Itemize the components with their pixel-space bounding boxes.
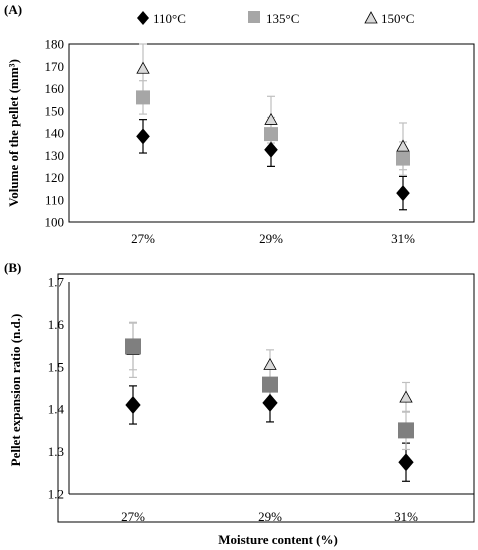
panel-b-label: (B) — [4, 260, 21, 275]
legend-item-135: 135°C — [248, 11, 299, 26]
point-110c-diamond — [125, 395, 141, 414]
x-tick-label: 31% — [391, 231, 415, 246]
y-tick-label: 160 — [45, 81, 65, 96]
y-tick-label: 1.4 — [48, 402, 65, 417]
y-tick-label: 1.2 — [48, 487, 64, 502]
y-tick-label: 1.6 — [48, 317, 65, 332]
panel-a-plot-frame — [68, 43, 475, 223]
y-tick-label: 1.7 — [48, 275, 65, 290]
point-135c-square — [125, 338, 141, 355]
x-tick-label: 29% — [258, 509, 282, 524]
point-135c-square — [264, 127, 278, 142]
x-tick-label: 29% — [259, 231, 283, 246]
y-tick-label: 120 — [45, 170, 65, 185]
x-tick-label: 27% — [131, 231, 155, 246]
legend-square-marker — [248, 11, 260, 23]
point-110c-diamond — [398, 453, 414, 472]
legend: 110°C 135°C 150°C — [137, 11, 414, 26]
y-tick-label: 130 — [45, 148, 65, 163]
y-tick-label: 1.3 — [48, 444, 64, 459]
point-110c-diamond — [396, 185, 410, 202]
legend-triangle-marker — [364, 11, 378, 24]
point-150c-triangle — [399, 390, 413, 403]
panel-b-y-axis-title: Pellet expansion ratio (n.d.) — [8, 314, 23, 467]
panel-b-x-ticks: 27% 29% 31% — [121, 509, 418, 524]
point-110c-diamond — [264, 141, 278, 158]
y-tick-label: 170 — [45, 59, 65, 74]
panel-a-y-ticks: 100 110 120 130 140 150 160 170 180 — [45, 37, 65, 230]
point-150c-triangle — [264, 112, 278, 125]
panel-b-x-axis-title: Moisture content (%) — [218, 532, 338, 547]
legend-label-150: 150°C — [381, 11, 414, 26]
x-tick-label: 31% — [394, 509, 418, 524]
point-150c-triangle — [136, 61, 150, 74]
panel-b-marks — [125, 321, 414, 482]
x-tick-label: 27% — [121, 509, 145, 524]
y-tick-label: 1.5 — [48, 359, 64, 374]
y-tick-label: 100 — [45, 215, 65, 230]
panel-a-x-ticks: 27% 29% 31% — [131, 231, 415, 246]
legend-diamond-marker — [137, 11, 149, 25]
point-135c-square — [396, 151, 410, 166]
point-135c-square — [262, 376, 278, 393]
panel-b-y-ticks: 1.2 1.3 1.4 1.5 1.6 1.7 — [48, 275, 65, 502]
legend-item-150: 150°C — [364, 11, 414, 26]
legend-label-110: 110°C — [153, 11, 186, 26]
point-135c-square — [136, 90, 150, 105]
y-tick-label: 140 — [45, 126, 65, 141]
panel-a-marks — [136, 43, 410, 211]
legend-item-110: 110°C — [137, 11, 186, 26]
point-135c-square — [398, 422, 414, 439]
y-tick-label: 150 — [45, 103, 65, 118]
point-110c-diamond — [136, 128, 150, 145]
legend-label-135: 135°C — [266, 11, 299, 26]
y-tick-label: 180 — [45, 37, 65, 52]
point-150c-triangle — [396, 139, 410, 152]
y-tick-label: 110 — [45, 192, 64, 207]
panel-a-y-axis-title: Volume of the pellet (mm³) — [6, 59, 21, 207]
point-150c-triangle — [263, 357, 277, 370]
point-110c-diamond — [262, 393, 278, 412]
panel-a: (A) 110°C 135°C 150°C Volume of the pell… — [4, 2, 475, 246]
panel-b-chart-border — [57, 273, 475, 523]
panel-a-label: (A) — [4, 2, 22, 17]
panel-b: (B) Pellet expansion ratio (n.d.) 1.2 1.3… — [4, 260, 475, 547]
